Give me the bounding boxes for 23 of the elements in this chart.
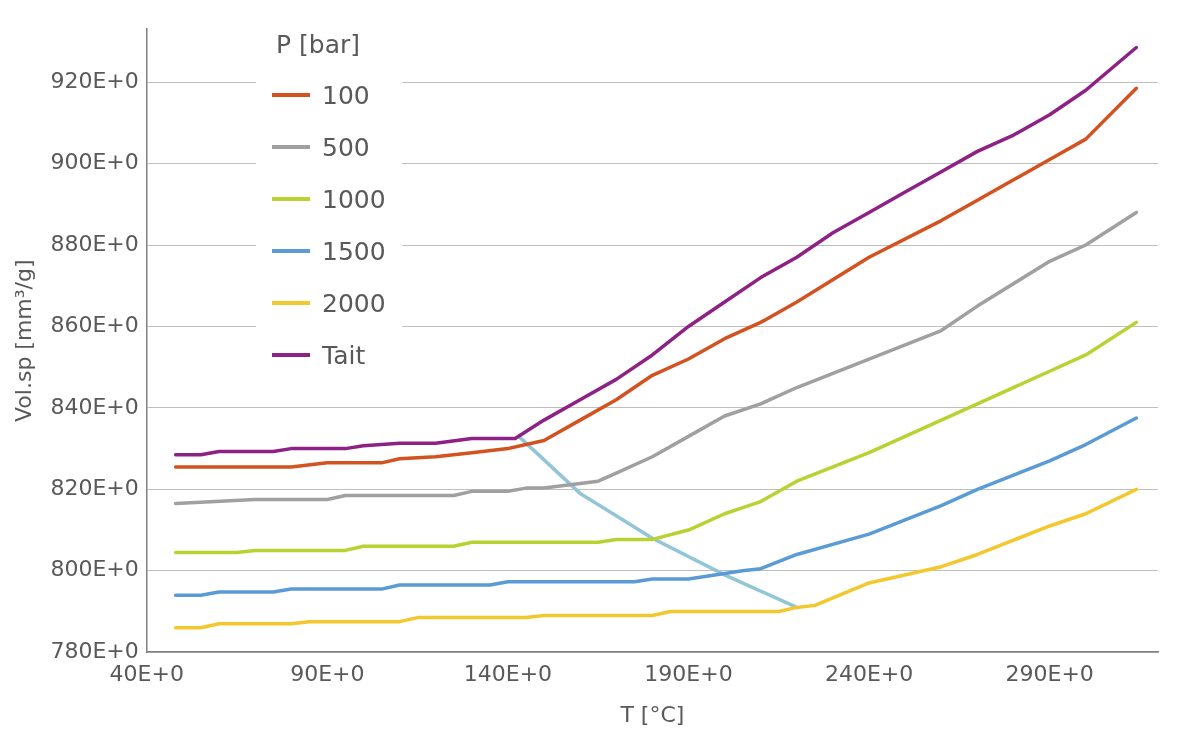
legend-label: 1500 — [322, 236, 386, 266]
y-axis-title: Vol.sp [mm³/g] — [10, 259, 36, 422]
y-tick-label: 920E+0 — [50, 67, 139, 93]
x-tick-label: 40E+0 — [109, 661, 184, 687]
x-tick-label: 290E+0 — [1005, 661, 1094, 687]
y-tick-label: 780E+0 — [50, 637, 139, 663]
y-tick-label: 820E+0 — [50, 475, 139, 501]
legend-label: 1000 — [322, 184, 386, 214]
y-tick-label: 900E+0 — [50, 149, 139, 175]
legend-label: 500 — [322, 132, 370, 162]
y-tick-label: 860E+0 — [50, 312, 139, 338]
legend-label: 2000 — [322, 288, 386, 318]
y-tick-label: 800E+0 — [50, 556, 139, 582]
x-axis-title: T [°C] — [619, 701, 685, 727]
x-tick-label: 90E+0 — [290, 661, 365, 687]
y-tick-label: 840E+0 — [50, 393, 139, 419]
x-tick-label: 190E+0 — [644, 661, 733, 687]
legend-title: P [bar] — [276, 30, 361, 59]
y-tick-label: 880E+0 — [50, 230, 139, 256]
legend-label: Tait — [322, 340, 366, 370]
x-tick-label: 140E+0 — [463, 661, 553, 687]
legend-label: 100 — [322, 80, 370, 110]
x-tick-label: 240E+0 — [824, 661, 914, 687]
